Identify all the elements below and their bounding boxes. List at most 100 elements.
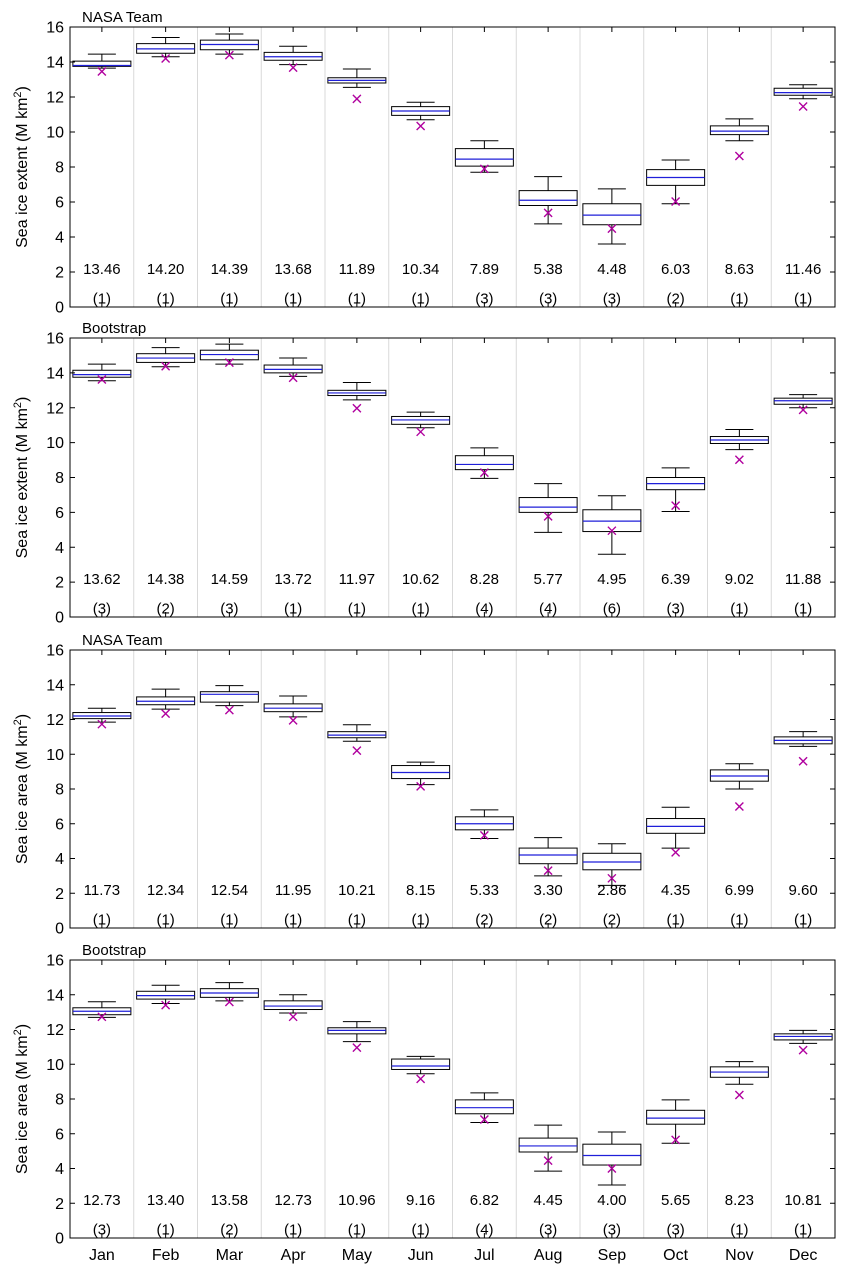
minimum-value-label: 6.99 <box>725 882 754 899</box>
y-tick-label: 0 <box>55 300 64 317</box>
y-tick-label: 0 <box>55 921 64 938</box>
box-aug: 4.45 (3) <box>518 1124 578 1238</box>
minimum-marker <box>543 1156 553 1166</box>
y-tick-label: 12 <box>46 90 64 107</box>
minimum-value-label: 12.73 <box>83 1192 121 1209</box>
box-dec: 9.60 (1) <box>773 731 833 928</box>
minimum-value-label: 4.00 <box>597 1192 626 1209</box>
box-may: 10.96 (1) <box>327 1021 387 1238</box>
box-dec: 10.81 (1) <box>773 1029 833 1238</box>
minimum-value-label: 11.95 <box>275 882 311 899</box>
y-tick-label: 16 <box>46 953 64 970</box>
y-tick-label: 10 <box>46 747 64 764</box>
minimum-value-label: 8.23 <box>725 1192 754 1209</box>
y-axis-label: Sea ice area (M km2) <box>12 1024 31 1174</box>
y-tick-label: 6 <box>55 505 64 522</box>
minimum-value-label: 11.73 <box>84 882 120 899</box>
minimum-marker <box>97 719 107 729</box>
x-tick-label: Aug <box>534 1247 562 1264</box>
minimum-count-label: (1) <box>348 600 366 617</box>
box-iqr <box>454 1099 514 1115</box>
minimum-value-label: 4.45 <box>534 1192 563 1209</box>
minimum-value-label: 9.02 <box>725 571 754 588</box>
y-tick-label: 16 <box>46 20 64 37</box>
box-may: 11.97 (1) <box>327 381 387 617</box>
minimum-value-label: 2.86 <box>597 882 626 899</box>
y-tick-label: 16 <box>46 331 64 348</box>
box-jun: 10.34 (1) <box>391 101 451 307</box>
minimum-count-label: (1) <box>794 290 812 307</box>
minimum-value-label: 12.54 <box>211 882 249 899</box>
y-tick-label: 14 <box>46 365 64 382</box>
minimum-value-label: 8.15 <box>406 882 435 899</box>
y-tick-label: 2 <box>55 265 64 282</box>
minimum-value-label: 6.03 <box>661 261 690 278</box>
minimum-count-label: (1) <box>348 911 366 928</box>
minimum-marker <box>352 1043 362 1053</box>
minimum-value-label: 13.68 <box>274 261 312 278</box>
minimum-marker <box>224 705 234 715</box>
minimum-value-label: 13.72 <box>274 571 312 588</box>
minimum-value-label: 13.40 <box>147 1192 185 1209</box>
box-jan: 12.73 (3) <box>72 1001 132 1238</box>
minimum-marker <box>798 101 808 111</box>
y-tick-label: 10 <box>46 1057 64 1074</box>
y-tick-label: 10 <box>46 125 64 142</box>
y-tick-label: 12 <box>46 712 64 729</box>
box-oct: 6.39 (3) <box>646 467 706 617</box>
x-tick-label: Jul <box>474 1247 494 1264</box>
box-iqr <box>646 1109 706 1125</box>
minimum-count-label: (1) <box>284 600 302 617</box>
panel-2: 13.62 (3) 14.38 (2) 14.59 (3) 13.72 (1) 11.97 (1)… <box>12 320 836 627</box>
x-tick-label: Dec <box>789 1247 817 1264</box>
y-tick-label: 16 <box>46 643 64 660</box>
minimum-marker <box>97 375 107 384</box>
minimum-marker <box>352 746 362 756</box>
x-tick-label: May <box>342 1247 372 1264</box>
y-axis-label: Sea ice extent (M km2) <box>12 397 31 559</box>
minimum-count-label: (4) <box>475 1221 493 1238</box>
minimum-marker <box>479 830 489 840</box>
minimum-count-label: (1) <box>348 290 366 307</box>
minimum-value-label: 11.88 <box>785 571 821 588</box>
box-iqr <box>709 125 769 136</box>
minimum-count-label: (1) <box>730 290 748 307</box>
minimum-count-label: (6) <box>603 600 621 617</box>
minimum-value-label: 5.77 <box>534 571 563 588</box>
y-tick-label: 4 <box>55 851 64 868</box>
x-tick-label: Mar <box>216 1247 244 1264</box>
y-tick-label: 2 <box>55 575 64 592</box>
minimum-count-label: (2) <box>666 290 684 307</box>
panel-title: NASA Team <box>82 632 163 649</box>
minimum-value-label: 9.60 <box>789 882 818 899</box>
minimum-count-label: (3) <box>93 600 111 617</box>
minimum-marker <box>543 866 553 876</box>
minimum-count-label: (1) <box>156 290 174 307</box>
minimum-value-label: 10.96 <box>338 1192 376 1209</box>
box-jul: 5.33 (2) <box>454 809 514 928</box>
minimum-marker <box>479 468 489 478</box>
box-dec: 11.88 (1) <box>773 394 833 617</box>
box-iqr <box>773 87 833 96</box>
minimum-value-label: 3.30 <box>534 882 563 899</box>
box-nov: 8.23 (1) <box>709 1061 769 1238</box>
box-mar: 14.39 (1) <box>199 33 259 307</box>
minimum-count-label: (1) <box>220 911 238 928</box>
minimum-marker <box>416 427 426 437</box>
box-iqr <box>518 1137 578 1153</box>
minimum-marker <box>671 847 681 857</box>
box-aug: 5.38 (3) <box>518 176 578 307</box>
minimum-marker <box>224 358 234 368</box>
panel-4: 12.73 (3) 13.40 (1) 13.58 (2) 12.73 (1) 10.96 (1)… <box>12 942 836 1264</box>
y-axis-label: Sea ice area (M km2) <box>12 714 31 864</box>
x-tick-label: Apr <box>281 1247 307 1264</box>
minimum-count-label: (1) <box>93 290 111 307</box>
box-aug: 5.77 (4) <box>518 483 578 617</box>
minimum-marker <box>416 781 426 791</box>
minimum-marker <box>416 121 426 131</box>
minimum-value-label: 12.73 <box>274 1192 312 1209</box>
minimum-marker <box>607 224 617 234</box>
minimum-count-label: (2) <box>603 911 621 928</box>
minimum-value-label: 7.89 <box>470 261 499 278</box>
